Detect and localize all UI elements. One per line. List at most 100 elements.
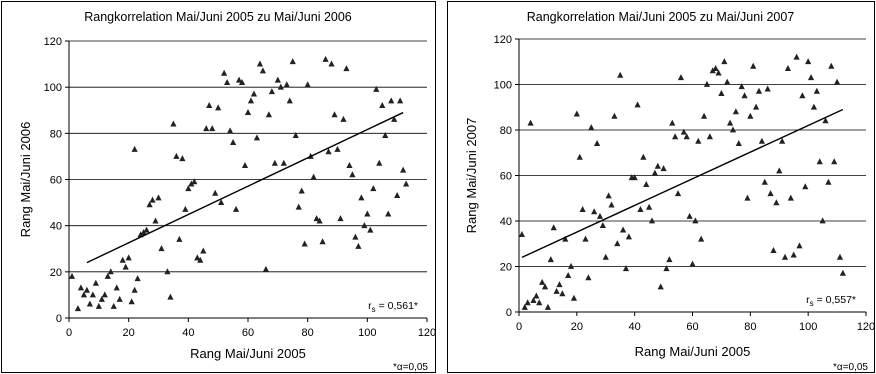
data-point: [376, 159, 383, 166]
y-tick-label: 120: [494, 34, 512, 46]
data-point: [585, 274, 592, 281]
data-point: [110, 302, 117, 309]
data-point: [164, 268, 171, 275]
data-point: [706, 133, 713, 140]
data-point: [634, 101, 641, 108]
y-tick-label: 20: [50, 267, 62, 279]
data-point: [131, 286, 138, 293]
data-point: [343, 65, 350, 72]
data-point: [767, 190, 774, 197]
data-point: [128, 298, 135, 305]
data-point: [364, 210, 371, 217]
footnote: *α=0,05: [393, 362, 428, 373]
data-point: [235, 76, 243, 83]
data-point: [620, 226, 627, 233]
y-tick-label: 120: [44, 36, 62, 48]
data-point: [669, 119, 676, 126]
data-point: [340, 115, 347, 122]
data-point: [779, 137, 786, 144]
footnote: *α=0,05: [833, 362, 868, 373]
data-point: [712, 64, 719, 71]
data-point: [680, 128, 687, 135]
data-point: [836, 253, 844, 260]
chart-title: Rangkorrelation Mai/Juni 2005 zu Mai/Jun…: [527, 10, 795, 24]
data-point: [562, 235, 569, 242]
x-tick-label: 100: [799, 321, 817, 333]
data-point: [116, 295, 123, 302]
data-point: [280, 159, 287, 166]
data-point: [188, 180, 195, 187]
data-point: [593, 140, 601, 147]
data-point: [709, 67, 716, 74]
data-point: [358, 194, 365, 201]
x-tick-label: 120: [418, 327, 436, 339]
data-point: [319, 238, 326, 245]
y-tick-label: 60: [50, 175, 62, 187]
data-point: [388, 97, 395, 104]
data-point: [385, 210, 392, 217]
data-point: [200, 247, 207, 254]
data-point: [367, 226, 374, 233]
data-point: [683, 133, 690, 140]
data-point: [86, 300, 93, 307]
data-point: [316, 217, 323, 224]
data-point: [643, 181, 650, 187]
data-point: [334, 145, 341, 152]
y-tick-label: 80: [50, 128, 62, 140]
data-point: [167, 293, 174, 300]
data-point: [173, 152, 180, 159]
data-point: [833, 78, 841, 85]
x-tick-label: 0: [66, 327, 72, 339]
data-point: [825, 178, 832, 185]
data-point: [703, 80, 711, 87]
data-point: [176, 235, 183, 242]
data-point: [215, 104, 222, 111]
data-point: [227, 127, 234, 134]
data-point: [331, 111, 338, 118]
chart-panel-2006: Rangkorrelation Mai/Juni 2005 zu Mai/Jun…: [1, 1, 436, 373]
data-point: [250, 90, 258, 97]
data-point: [247, 97, 255, 104]
x-tick-label: 60: [686, 321, 698, 333]
data-point: [570, 294, 578, 301]
trendline: [86, 111, 404, 264]
data-point: [119, 256, 126, 263]
data-point: [591, 208, 598, 215]
data-point: [143, 226, 150, 233]
data-point: [527, 119, 534, 126]
trendline: [521, 108, 844, 259]
data-point: [218, 198, 225, 205]
data-point: [660, 165, 667, 172]
data-point: [758, 137, 765, 144]
x-tick-label: 100: [358, 327, 376, 339]
x-tick-label: 80: [744, 321, 756, 333]
data-point: [394, 192, 401, 199]
data-point: [259, 67, 267, 74]
data-point: [672, 133, 679, 140]
y-tick-label: 40: [50, 221, 62, 233]
data-point: [131, 145, 138, 152]
data-point: [149, 196, 156, 203]
data-point: [567, 262, 575, 269]
data-point: [304, 81, 311, 88]
data-point: [355, 242, 362, 249]
x-tick-label: 40: [182, 327, 194, 339]
data-point: [637, 206, 644, 213]
y-tick-label: 80: [500, 125, 512, 137]
data-point: [289, 58, 296, 65]
data-point: [550, 224, 557, 231]
x-axis-label: Rang Mai/Juni 2005: [635, 344, 751, 359]
data-point: [244, 108, 252, 115]
data-point: [229, 138, 237, 145]
y-tick-label: 0: [56, 313, 62, 325]
data-point: [648, 217, 656, 224]
y-axis-label: Rang Mai/Juni 2006: [18, 122, 33, 238]
data-point: [559, 290, 566, 297]
annotation-symbol: r: [806, 294, 810, 306]
data-point: [274, 76, 281, 83]
data-point: [292, 132, 299, 139]
data-point: [750, 62, 757, 69]
data-point: [605, 192, 612, 199]
data-point: [799, 92, 806, 99]
data-point: [221, 69, 228, 76]
